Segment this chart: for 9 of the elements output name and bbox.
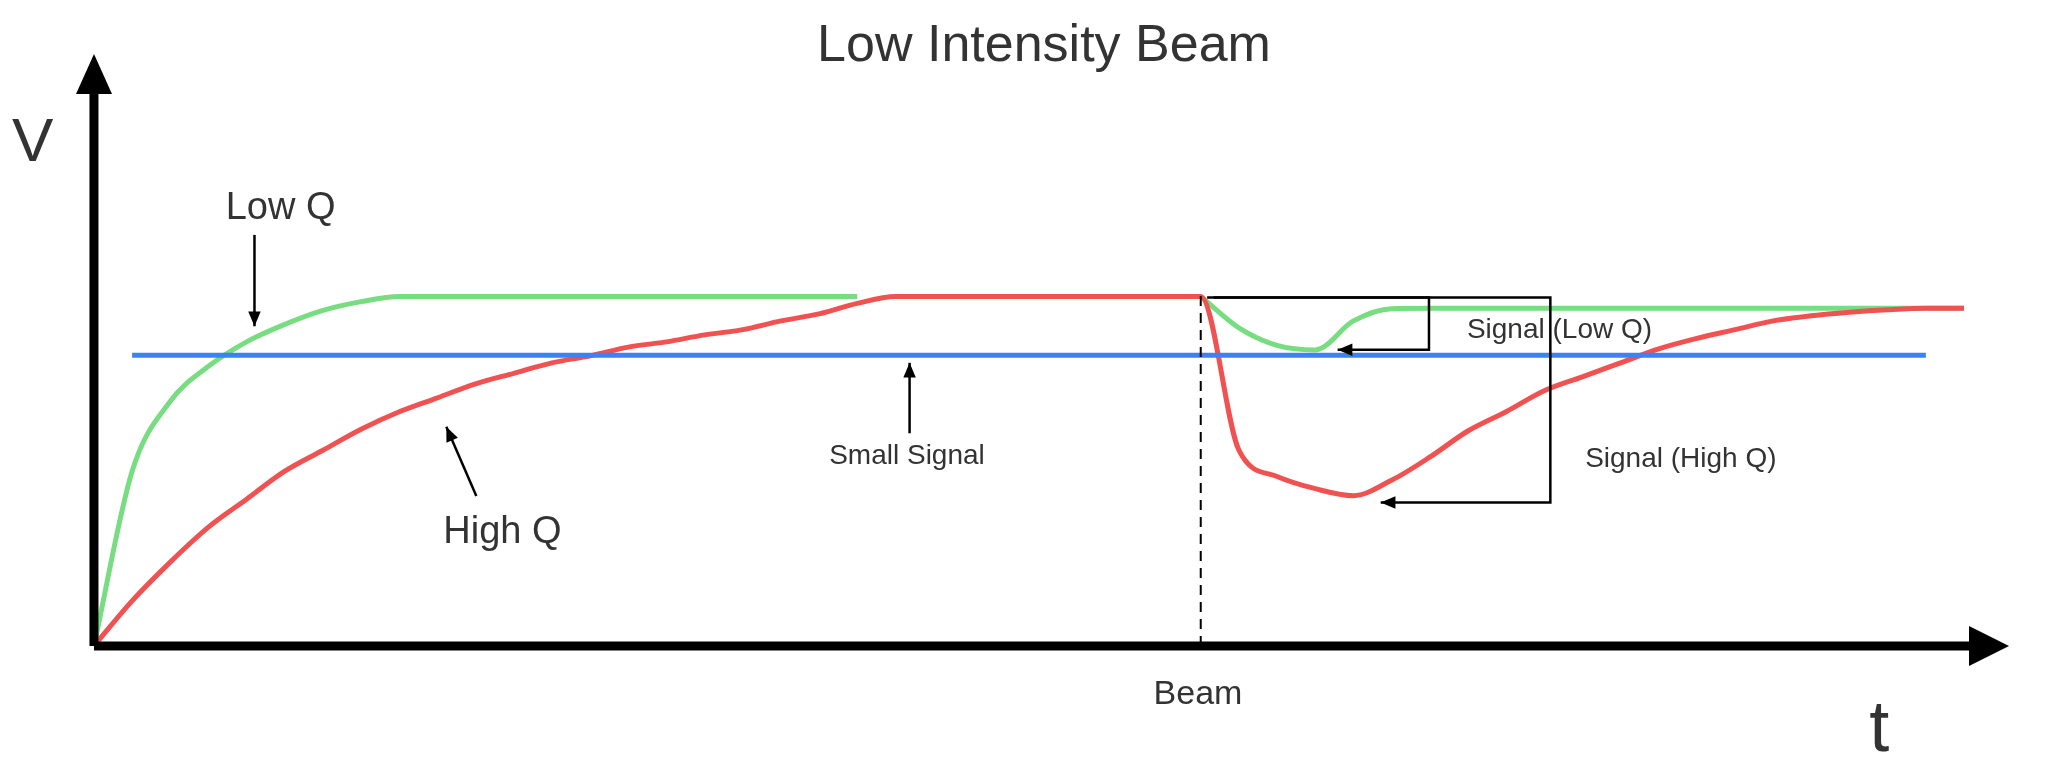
annotation: High Q xyxy=(443,508,562,551)
text: Low Q xyxy=(225,185,336,228)
x-axis-title: t xyxy=(1869,685,1890,766)
annotation: Signal (Low Q) xyxy=(1466,312,1653,344)
y-axis-title: V xyxy=(11,104,54,174)
annotation: Signal (High Q) xyxy=(1585,442,1777,474)
text: Beam xyxy=(1153,672,1243,711)
annotation: Small Signal xyxy=(829,439,985,471)
chart-title: Low Intensity Beam xyxy=(817,14,1271,73)
